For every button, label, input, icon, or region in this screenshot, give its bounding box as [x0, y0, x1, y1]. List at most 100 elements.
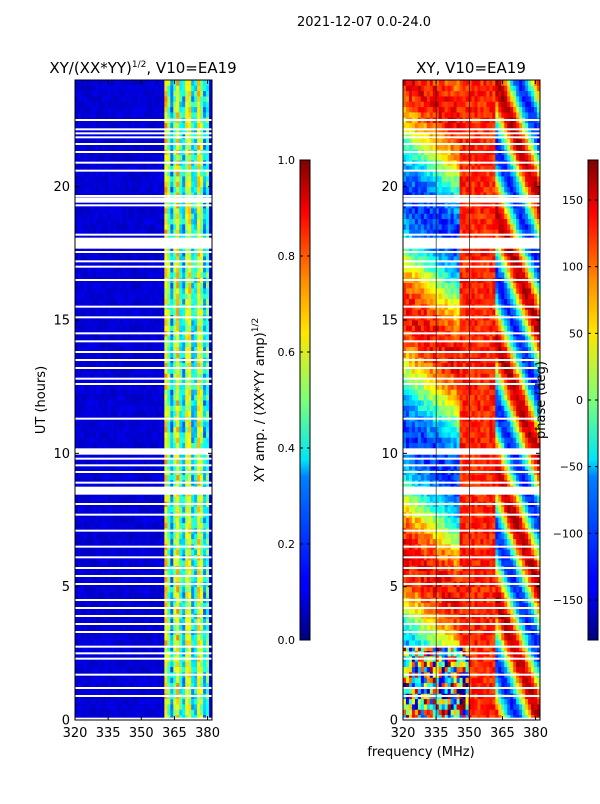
- amplitude-cell: [191, 437, 195, 444]
- amplitude-cell: [140, 442, 144, 449]
- amplitude-cell: [83, 224, 88, 230]
- amplitude-cell: [92, 176, 97, 182]
- amplitude-cell: [194, 624, 198, 630]
- amplitude-cell: [206, 645, 210, 652]
- amplitude-cell: [75, 496, 79, 502]
- amplitude-cell: [179, 208, 183, 214]
- amplitude-cell: [75, 592, 79, 598]
- amplitude-cell: [188, 325, 192, 332]
- amplitude-cell: [83, 181, 88, 188]
- amplitude-cell: [188, 224, 192, 230]
- amplitude-cell: [83, 437, 88, 444]
- amplitude-cell: [89, 144, 94, 150]
- amplitude-cell: [185, 352, 189, 358]
- amplitude-cell: [140, 661, 144, 668]
- amplitude-cell: [200, 176, 204, 182]
- amplitude-cell: [140, 229, 144, 236]
- amplitude-cell: [149, 522, 153, 529]
- amplitude-cell: [134, 634, 138, 641]
- amplitude-cell: [95, 256, 100, 262]
- amplitude-cell: [173, 682, 177, 689]
- amplitude-cell: [155, 586, 159, 593]
- amplitude-cell: [86, 170, 91, 177]
- amplitude-cell: [83, 570, 88, 577]
- amplitude-cell: [131, 666, 135, 673]
- amplitude-cell: [80, 586, 85, 593]
- amplitude-cell: [98, 208, 103, 214]
- amplitude-cell: [209, 218, 212, 225]
- amplitude-cell: [167, 432, 171, 438]
- amplitude-cell: [119, 522, 124, 529]
- amplitude-cell: [101, 181, 106, 188]
- amplitude-cell: [122, 576, 127, 582]
- amplitude-cell: [191, 496, 195, 502]
- amplitude-cell: [77, 256, 82, 262]
- amplitude-cell: [161, 389, 165, 396]
- amplitude-cell: [167, 570, 171, 577]
- amplitude-cell: [191, 165, 195, 172]
- amplitude-cell: [122, 384, 127, 390]
- amplitude-cell: [131, 538, 135, 545]
- amplitude-cell: [107, 714, 112, 720]
- amplitude-cell: [158, 405, 162, 412]
- amplitude-cell: [182, 517, 186, 524]
- amplitude-cell: [113, 400, 118, 406]
- amplitude-cell: [80, 320, 85, 326]
- amplitude-cell: [146, 266, 150, 273]
- amplitude-cell: [194, 389, 198, 396]
- amplitude-cell: [110, 336, 115, 342]
- amplitude-cell: [98, 645, 103, 652]
- amplitude-cell: [200, 394, 204, 401]
- amplitude-cell: [149, 586, 153, 593]
- amplitude-cell: [101, 138, 106, 145]
- amplitude-cell: [128, 256, 132, 262]
- amplitude-cell: [143, 293, 147, 300]
- amplitude-cell: [128, 192, 132, 198]
- amplitude-cell: [185, 704, 189, 710]
- amplitude-cell: [203, 298, 207, 305]
- amplitude-cell: [170, 218, 174, 225]
- amplitude-cell: [113, 234, 118, 241]
- amplitude-cell: [110, 170, 115, 177]
- amplitude-cell: [182, 144, 186, 150]
- amplitude-cell: [152, 640, 156, 646]
- amplitude-cell: [209, 192, 212, 198]
- amplitude-cell: [125, 266, 130, 273]
- amplitude-cell: [122, 698, 127, 705]
- amplitude-cell: [209, 570, 212, 577]
- amplitude-cell: [164, 586, 168, 593]
- amplitude-cell: [155, 661, 159, 668]
- amplitude-cell: [170, 293, 174, 300]
- amplitude-cell: [149, 192, 153, 198]
- amplitude-cell: [203, 560, 207, 566]
- amplitude-cell: [113, 426, 118, 433]
- amplitude-cell: [122, 224, 127, 230]
- amplitude-cell: [146, 362, 150, 369]
- amplitude-cell: [128, 634, 132, 641]
- amplitude-cell: [107, 442, 112, 449]
- amplitude-cell: [206, 352, 210, 358]
- amplitude-cell: [80, 389, 85, 396]
- figure-suptitle: 2021-12-07 0.0-24.0: [297, 15, 431, 30]
- amplitude-cell: [164, 709, 168, 716]
- amplitude-cell: [143, 426, 147, 433]
- amplitude-cell: [140, 341, 144, 348]
- amplitude-cell: [206, 176, 210, 182]
- amplitude-cell: [86, 677, 91, 684]
- amplitude-cell: [137, 272, 141, 278]
- amplitude-cell: [128, 421, 132, 428]
- amplitude-cell: [140, 320, 144, 326]
- amplitude-cell: [161, 400, 165, 406]
- amplitude-cell: [164, 458, 168, 465]
- amplitude-cell: [155, 389, 159, 396]
- amplitude-cell: [203, 533, 207, 540]
- amplitude-cell: [185, 640, 189, 646]
- amplitude-cell: [191, 229, 195, 236]
- amplitude-cell: [191, 442, 195, 449]
- amplitude-cell: [86, 453, 91, 460]
- amplitude-cell: [188, 426, 192, 433]
- amplitude-cell: [98, 560, 103, 566]
- amplitude-cell: [75, 421, 79, 428]
- amplitude-cell: [125, 256, 130, 262]
- amplitude-cell: [209, 266, 212, 273]
